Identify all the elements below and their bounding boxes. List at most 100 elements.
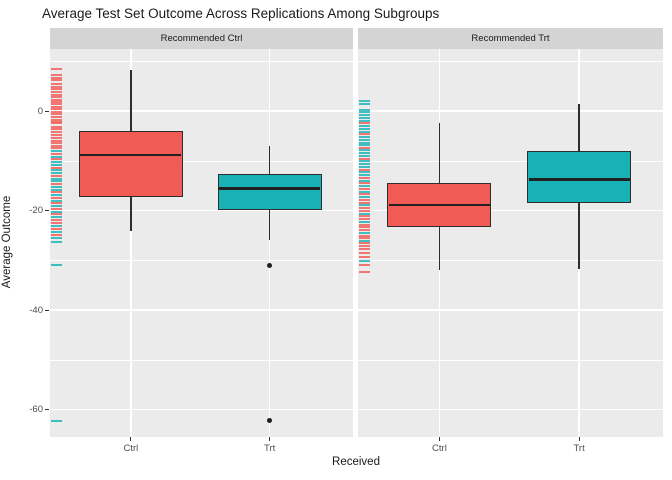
rug-mark bbox=[359, 182, 370, 185]
x-tick-mark bbox=[269, 437, 271, 441]
rug-mark bbox=[51, 420, 62, 423]
rug-mark bbox=[359, 223, 370, 226]
boxplot-whisker-lower bbox=[130, 196, 132, 231]
rug-mark bbox=[51, 221, 62, 224]
rug-mark bbox=[51, 172, 62, 175]
rug-mark bbox=[359, 116, 370, 119]
rug-mark bbox=[359, 201, 370, 204]
rug-mark bbox=[51, 227, 62, 230]
rug-mark bbox=[51, 161, 62, 164]
boxplot-median bbox=[528, 178, 630, 181]
outlier-point bbox=[267, 418, 273, 424]
rug-mark bbox=[51, 85, 62, 88]
rug-mark bbox=[51, 180, 62, 183]
rug-mark bbox=[359, 144, 370, 146]
rug-mark bbox=[359, 122, 370, 125]
rug-mark bbox=[51, 88, 62, 91]
x-tick-mark bbox=[578, 437, 580, 441]
gridline-major bbox=[50, 309, 353, 311]
gridline-minor bbox=[50, 260, 353, 261]
rug-mark bbox=[51, 169, 62, 172]
x-tick-mark bbox=[438, 437, 440, 441]
gridline-major bbox=[358, 408, 663, 411]
boxplot-median bbox=[219, 187, 321, 191]
rug-mark bbox=[51, 241, 62, 243]
facet-strip-label: Recommended Trt bbox=[471, 33, 550, 44]
rug-mark bbox=[51, 150, 62, 153]
gridline-minor bbox=[358, 260, 663, 261]
gridline-major bbox=[50, 110, 353, 112]
rug-mark bbox=[359, 212, 370, 215]
rug-mark bbox=[51, 147, 62, 150]
y-tick-mark bbox=[45, 309, 49, 311]
rug-mark bbox=[51, 93, 62, 96]
rug-mark bbox=[359, 141, 370, 144]
rug-mark bbox=[359, 245, 370, 248]
rug-mark bbox=[359, 198, 370, 201]
rug-mark bbox=[51, 202, 62, 205]
rug-mark bbox=[51, 82, 62, 85]
rug-mark bbox=[51, 140, 62, 143]
gridline-major bbox=[50, 408, 353, 411]
rug-mark bbox=[51, 188, 62, 191]
boxplot-whisker-lower bbox=[268, 209, 271, 240]
rug-mark bbox=[51, 155, 62, 158]
rug-mark bbox=[359, 190, 370, 193]
rug-mark bbox=[359, 237, 370, 240]
boxplot-whisker-upper bbox=[578, 103, 580, 152]
rug-mark bbox=[359, 260, 370, 263]
plot-panel-recommended-ctrl bbox=[50, 49, 353, 437]
gridline-minor bbox=[358, 61, 663, 62]
rug-mark bbox=[51, 224, 62, 227]
rug-mark bbox=[359, 146, 370, 149]
y-tick-label: -20 bbox=[29, 205, 43, 217]
rug-mark bbox=[51, 191, 62, 194]
rug-mark bbox=[51, 183, 62, 186]
gridline-major bbox=[130, 49, 132, 437]
rug-mark bbox=[51, 131, 62, 134]
rug-mark bbox=[359, 138, 370, 141]
rug-mark bbox=[359, 226, 370, 229]
facet-strip-label: Recommended Ctrl bbox=[160, 33, 243, 44]
rug-mark bbox=[359, 108, 370, 111]
rug-mark bbox=[359, 248, 370, 251]
boxplot-median bbox=[80, 153, 182, 157]
rug-mark bbox=[359, 111, 370, 114]
rug-mark bbox=[51, 196, 62, 199]
rug-mark bbox=[51, 185, 62, 188]
rug-mark bbox=[359, 163, 370, 166]
gridline-major bbox=[358, 110, 663, 112]
gridline-major bbox=[358, 309, 663, 311]
rug-mark bbox=[359, 157, 370, 160]
gridline-minor bbox=[358, 359, 663, 361]
boxplot-whisker-lower bbox=[438, 226, 441, 270]
gridline-minor bbox=[50, 359, 353, 361]
rug-mark bbox=[51, 105, 62, 108]
rug-mark bbox=[359, 127, 370, 130]
boxplot-whisker-upper bbox=[268, 145, 271, 174]
rug-mark bbox=[51, 264, 62, 267]
y-tick-mark bbox=[45, 409, 49, 411]
rug-mark bbox=[359, 218, 370, 221]
rug-mark bbox=[51, 96, 62, 99]
rug-mark bbox=[359, 207, 370, 210]
plot-title: Average Test Set Outcome Across Replicat… bbox=[42, 6, 440, 21]
rug-mark bbox=[359, 136, 370, 139]
rug-mark bbox=[359, 256, 370, 259]
rug-mark bbox=[51, 77, 62, 80]
rug-mark bbox=[51, 163, 62, 166]
gridline-major bbox=[50, 209, 353, 212]
rug-mark bbox=[359, 154, 370, 157]
boxplot-box bbox=[78, 131, 183, 197]
rug-mark bbox=[51, 158, 62, 161]
rug-mark bbox=[359, 252, 370, 255]
rug-mark bbox=[51, 166, 62, 169]
y-tick-mark bbox=[45, 210, 49, 212]
rug-mark bbox=[359, 185, 370, 188]
rug-mark bbox=[359, 102, 370, 105]
rug-mark bbox=[51, 98, 62, 101]
rug-mark bbox=[51, 73, 62, 76]
rug-mark bbox=[51, 216, 62, 219]
gridline-major bbox=[268, 49, 271, 437]
